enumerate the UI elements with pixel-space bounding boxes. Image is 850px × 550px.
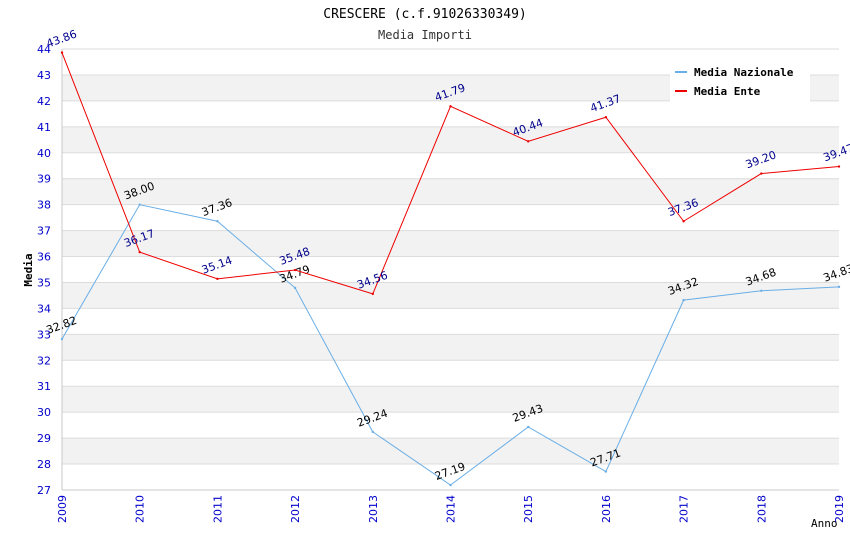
y-tick-label: 41 — [37, 121, 51, 134]
x-tick-label: 2013 — [367, 495, 380, 523]
data-point — [216, 277, 219, 281]
y-tick-label: 32 — [37, 354, 51, 367]
x-tick-label: 2015 — [522, 495, 535, 523]
data-label: 35.14 — [200, 254, 234, 277]
axes — [61, 49, 839, 491]
data-point — [371, 430, 374, 434]
plot-band — [62, 386, 839, 413]
data-point — [837, 285, 841, 289]
data-point — [682, 220, 685, 223]
data-point — [371, 292, 374, 296]
x-tick-label: 2012 — [289, 495, 302, 523]
y-tick-label: 28 — [37, 458, 51, 471]
data-point — [293, 286, 297, 290]
plot-band — [62, 178, 839, 205]
data-point — [138, 203, 141, 206]
y-tick-label: 37 — [37, 225, 51, 238]
x-tick-label: 2009 — [56, 495, 69, 523]
chart-subtitle: Media Importi — [378, 28, 472, 42]
y-tick-label: 34 — [37, 302, 51, 315]
y-tick-label: 35 — [37, 276, 51, 289]
legend-label: Media Ente — [694, 85, 761, 98]
plot-band — [62, 126, 839, 153]
plot-band — [62, 334, 839, 361]
data-label: 43.86 — [45, 27, 79, 50]
x-tick-label: 2018 — [755, 495, 768, 523]
data-point — [293, 268, 297, 272]
y-tick-label: 31 — [37, 380, 51, 393]
legend: Media Nazionale Media Ente — [670, 60, 810, 102]
data-point — [216, 220, 219, 223]
x-axis-label: Anno — [811, 517, 838, 530]
y-tick-label: 27 — [37, 484, 51, 497]
x-tick-label: 2010 — [134, 495, 147, 523]
plot-band — [62, 282, 839, 309]
legend-box — [670, 60, 810, 102]
y-tick-label: 43 — [37, 69, 51, 82]
data-point — [138, 250, 141, 254]
x-tick-label: 2011 — [211, 495, 224, 523]
y-tick-label: 33 — [37, 328, 51, 341]
x-tick-label: 2019 — [833, 495, 846, 523]
data-point — [527, 140, 530, 143]
y-axis-label: Media — [22, 253, 35, 286]
data-point — [760, 289, 763, 292]
y-tick-label: 36 — [37, 251, 51, 264]
plot-band — [62, 438, 839, 465]
y-tick-label: 30 — [37, 406, 51, 419]
data-point — [527, 425, 530, 429]
y-tick-label: 29 — [37, 432, 51, 445]
data-point — [604, 470, 608, 473]
y-tick-label: 38 — [37, 199, 51, 212]
data-point — [60, 51, 64, 54]
plot-background-bands — [62, 74, 839, 465]
data-point — [60, 337, 64, 341]
data-point — [682, 298, 685, 302]
data-point — [837, 165, 841, 168]
data-point — [604, 116, 608, 119]
y-tick-label: 40 — [37, 147, 51, 160]
legend-label: Media Nazionale — [694, 66, 794, 79]
data-point — [449, 105, 452, 108]
plot-band — [62, 230, 839, 257]
x-tick-label: 2017 — [678, 495, 691, 523]
data-point — [760, 172, 763, 175]
y-tick-label: 39 — [37, 173, 51, 186]
x-tick-label: 2016 — [600, 495, 613, 523]
gridlines — [62, 48, 839, 491]
data-label: 34.83 — [822, 262, 850, 285]
chart-title: CRESCERE (c.f.91026330349) — [323, 7, 527, 22]
data-point — [449, 483, 452, 487]
y-axis-ticks: 27 28 29 30 31 32 33 34 35 36 37 38 39 40 41 42 43 44 — [37, 43, 51, 497]
y-tick-label: 42 — [37, 95, 51, 108]
x-axis-ticks: 2009 2010 2011 2012 2013 2014 2015 2016 2017 2018… — [56, 495, 846, 523]
y-tick-label: 44 — [37, 43, 51, 56]
x-tick-label: 2014 — [445, 495, 458, 523]
